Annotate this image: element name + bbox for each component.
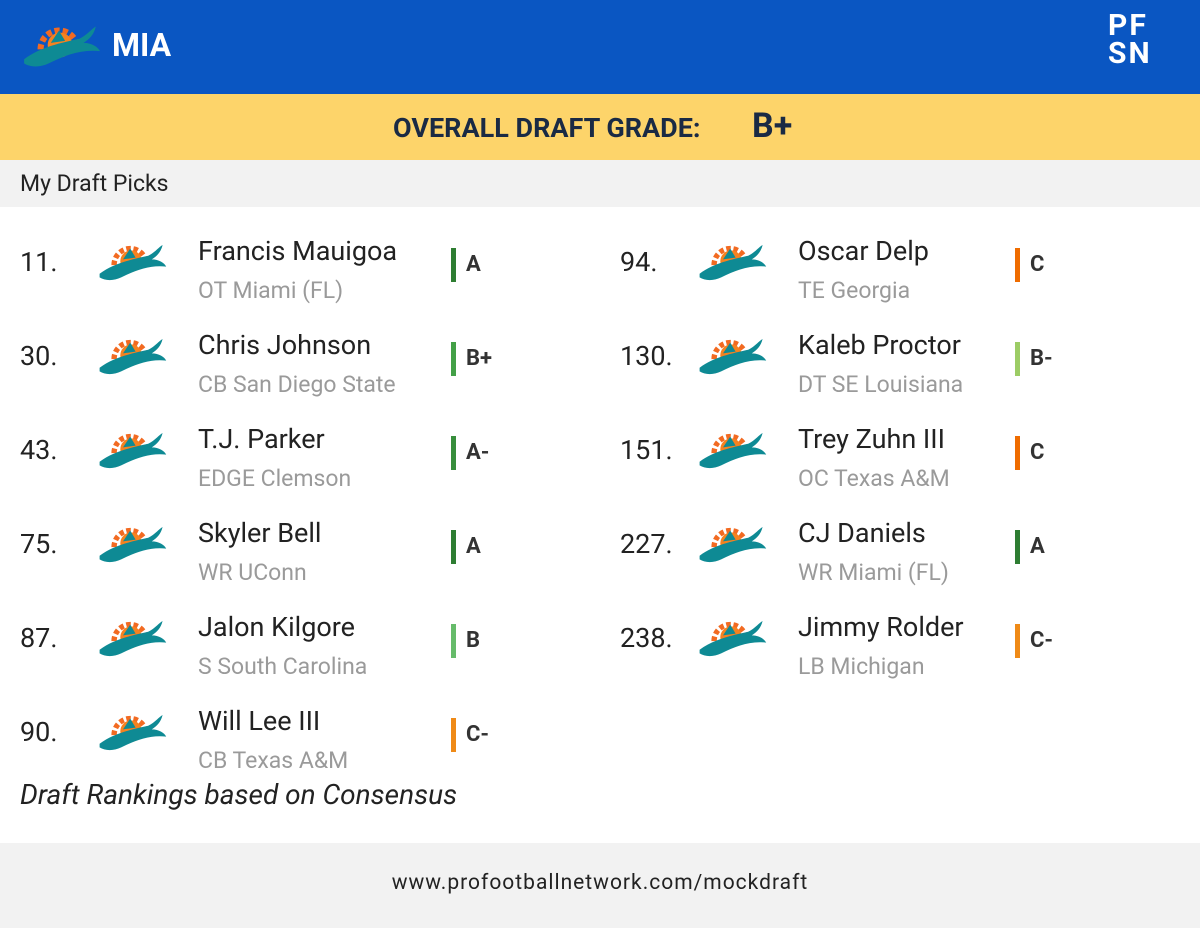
pick-number: 130.: [620, 340, 673, 372]
player-team-logo: [696, 330, 768, 384]
player-name: T.J. Parker: [198, 423, 325, 455]
player-name: Francis Mauigoa: [198, 235, 398, 267]
pick-number: 227.: [620, 528, 673, 560]
player-team-logo: [96, 330, 168, 384]
pick-grade: A: [466, 252, 481, 277]
player-name: CJ Daniels: [798, 517, 926, 549]
pick-number: 87.: [20, 622, 58, 654]
dolphin-icon: [96, 612, 168, 666]
player-team-logo: [696, 518, 768, 572]
grade-bar: [1015, 530, 1020, 564]
player-name: Kaleb Proctor: [798, 329, 961, 361]
grade-banner: OVERALL DRAFT GRADE: B+: [0, 94, 1200, 160]
grade-bar: [1015, 624, 1020, 658]
grade-bar: [451, 624, 456, 658]
player-team-logo: [696, 424, 768, 478]
player-team-logo: [96, 424, 168, 478]
logo-bottom: SN: [1108, 36, 1152, 71]
player-position-school: OT Miami (FL): [198, 277, 344, 304]
grade-bar: [1015, 342, 1020, 376]
pick-grade: C-: [466, 722, 490, 747]
dolphin-icon: [96, 518, 168, 572]
player-position-school: LB Michigan: [798, 653, 925, 680]
grade-bar: [451, 436, 456, 470]
pick-number: 238.: [620, 622, 673, 654]
player-team-logo: [696, 612, 768, 666]
pick-number: 94.: [620, 246, 658, 278]
footer: www.profootballnetwork.com/mockdraft: [0, 843, 1200, 928]
player-position-school: CB Texas A&M: [198, 747, 349, 774]
grade-bar: [1015, 436, 1020, 470]
footnote: Draft Rankings based on Consensus: [20, 778, 458, 811]
pick-grade: B: [466, 628, 481, 653]
pick-grade: C-: [1030, 628, 1054, 653]
pick-grade: C: [1030, 440, 1045, 465]
footer-url: www.profootballnetwork.com/mockdraft: [391, 871, 809, 895]
pick-number: 75.: [20, 528, 58, 560]
player-team-logo: [696, 236, 768, 290]
dolphin-icon: [696, 612, 768, 666]
player-position-school: OC Texas A&M: [798, 465, 950, 492]
player-name: Jalon Kilgore: [198, 611, 356, 643]
player-position-school: EDGE Clemson: [198, 465, 352, 492]
dolphin-icon: [96, 706, 168, 760]
dolphin-icon: [696, 236, 768, 290]
pick-grade: A: [1030, 534, 1045, 559]
header: MIA PF SN: [0, 0, 1200, 94]
player-position-school: DT SE Louisiana: [798, 371, 964, 398]
section-title: My Draft Picks: [20, 170, 169, 197]
player-team-logo: [96, 518, 168, 572]
overall-grade: B+: [752, 106, 793, 146]
pick-number: 90.: [20, 716, 58, 748]
player-name: Will Lee III: [198, 705, 321, 737]
grade-bar: [451, 718, 456, 752]
dolphin-icon: [696, 518, 768, 572]
grade-bar: [451, 530, 456, 564]
player-name: Trey Zuhn III: [798, 423, 945, 455]
pick-number: 11.: [20, 246, 58, 278]
section-bar: My Draft Picks: [0, 160, 1200, 207]
pfsn-logo: PF SN: [1108, 8, 1152, 71]
grade-bar: [451, 248, 456, 282]
player-team-logo: [96, 706, 168, 760]
team-code: MIA: [112, 26, 172, 64]
grade-bar: [451, 342, 456, 376]
player-name: Oscar Delp: [798, 235, 929, 267]
dolphin-icon: [696, 330, 768, 384]
player-position-school: TE Georgia: [798, 277, 911, 304]
player-name: Chris Johnson: [198, 329, 372, 361]
pick-grade: A-: [466, 440, 490, 465]
player-name: Jimmy Rolder: [798, 611, 964, 643]
player-team-logo: [96, 612, 168, 666]
team-logo: [20, 14, 102, 80]
dolphin-icon: [96, 236, 168, 290]
player-position-school: WR Miami (FL): [798, 559, 949, 586]
pick-number: 43.: [20, 434, 58, 466]
player-position-school: S South Carolina: [198, 653, 368, 680]
player-position-school: WR UConn: [198, 559, 307, 586]
pick-grade: A: [466, 534, 481, 559]
grade-label: OVERALL DRAFT GRADE:: [393, 112, 701, 144]
player-name: Skyler Bell: [198, 517, 322, 549]
player-team-logo: [96, 236, 168, 290]
logo-top: PF: [1108, 8, 1148, 43]
dolphin-icon: [96, 424, 168, 478]
dolphin-icon: [696, 424, 768, 478]
pick-grade: B-: [1030, 346, 1053, 371]
grade-bar: [1015, 248, 1020, 282]
player-position-school: CB San Diego State: [198, 371, 396, 398]
pick-number: 30.: [20, 340, 58, 372]
pick-grade: B+: [466, 346, 493, 371]
pick-number: 151.: [620, 434, 673, 466]
pick-grade: C: [1030, 252, 1045, 277]
dolphin-icon: [96, 330, 168, 384]
